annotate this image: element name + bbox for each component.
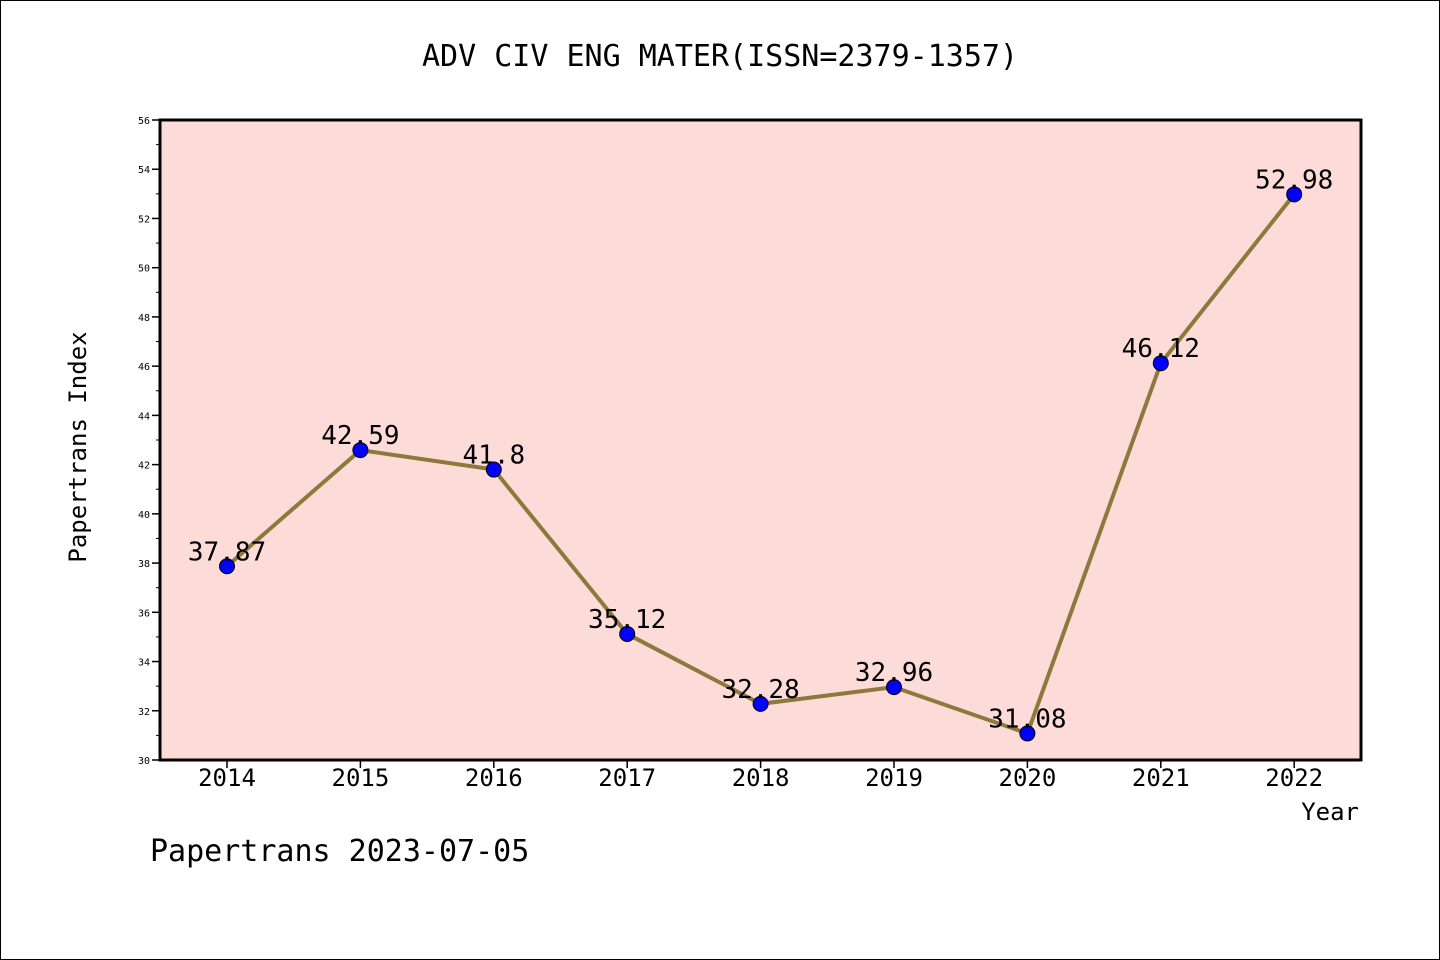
y-tick-label: 36 [138, 608, 150, 619]
x-tick-label: 2021 [1132, 764, 1190, 792]
data-point-marker [886, 679, 902, 696]
x-tick-label: 2018 [732, 764, 790, 792]
x-tick-label: 2020 [999, 764, 1057, 792]
data-label: 37.87 [188, 537, 266, 567]
footer-note: Papertrans 2023-07-05 [150, 834, 530, 869]
y-tick-label: 54 [138, 165, 150, 176]
data-point-marker [1152, 355, 1169, 372]
x-tick-label: 2017 [598, 764, 656, 792]
data-label: 41.8 [462, 441, 525, 471]
y-tick-label: 50 [138, 264, 150, 275]
data-point-marker [352, 442, 369, 459]
y-tick-label: 44 [138, 411, 150, 422]
data-label: 35.12 [588, 605, 666, 635]
y-tick-label: 48 [138, 313, 150, 324]
data-label: 32.96 [855, 658, 933, 688]
x-axis: 2014 2015 2016 2017 2018 2019 2020 2021 2022 [198, 760, 1323, 792]
data-point-marker [1019, 725, 1036, 742]
data-label: 42.59 [321, 421, 399, 451]
y-tick-label: 56 [138, 116, 150, 127]
y-axis: 30 32 34 36 38 40 42 44 46 48 50 52 54 56 [138, 116, 160, 767]
x-axis-label: Year [1301, 798, 1359, 826]
y-tick-label: 46 [138, 362, 150, 373]
data-label: 46.12 [1122, 334, 1200, 364]
y-tick-label: 32 [138, 707, 150, 718]
y-tick-label: 52 [138, 214, 150, 225]
x-tick-label: 2022 [1265, 764, 1323, 792]
x-tick-label: 2014 [198, 764, 256, 792]
data-point-marker [219, 558, 235, 575]
y-tick-label: 38 [138, 559, 150, 570]
series-layer: 37.87 42.59 41.8 35.12 32.28 32.96 31.08 46.12 5… [188, 165, 1333, 742]
y-tick-label: 34 [138, 658, 150, 669]
data-point-marker [619, 625, 636, 642]
y-axis-label: Papertrans Index [64, 331, 92, 562]
data-point-marker [485, 461, 502, 478]
y-tick-label: 42 [138, 461, 150, 472]
x-tick-label: 2019 [865, 764, 923, 792]
y-tick-label: 30 [138, 756, 150, 767]
x-tick-label: 2016 [465, 764, 523, 792]
x-tick-label: 2015 [332, 764, 390, 792]
plot-area [158, 118, 1363, 762]
y-tick-label: 40 [138, 510, 150, 521]
data-label: 52.98 [1255, 165, 1333, 195]
data-point-marker [1286, 186, 1303, 203]
data-label: 32.28 [721, 675, 799, 705]
data-label: 31.08 [988, 704, 1066, 734]
chart-title: ADV CIV ENG MATER(ISSN=2379-1357) [422, 39, 1018, 74]
data-point-marker [752, 695, 769, 712]
